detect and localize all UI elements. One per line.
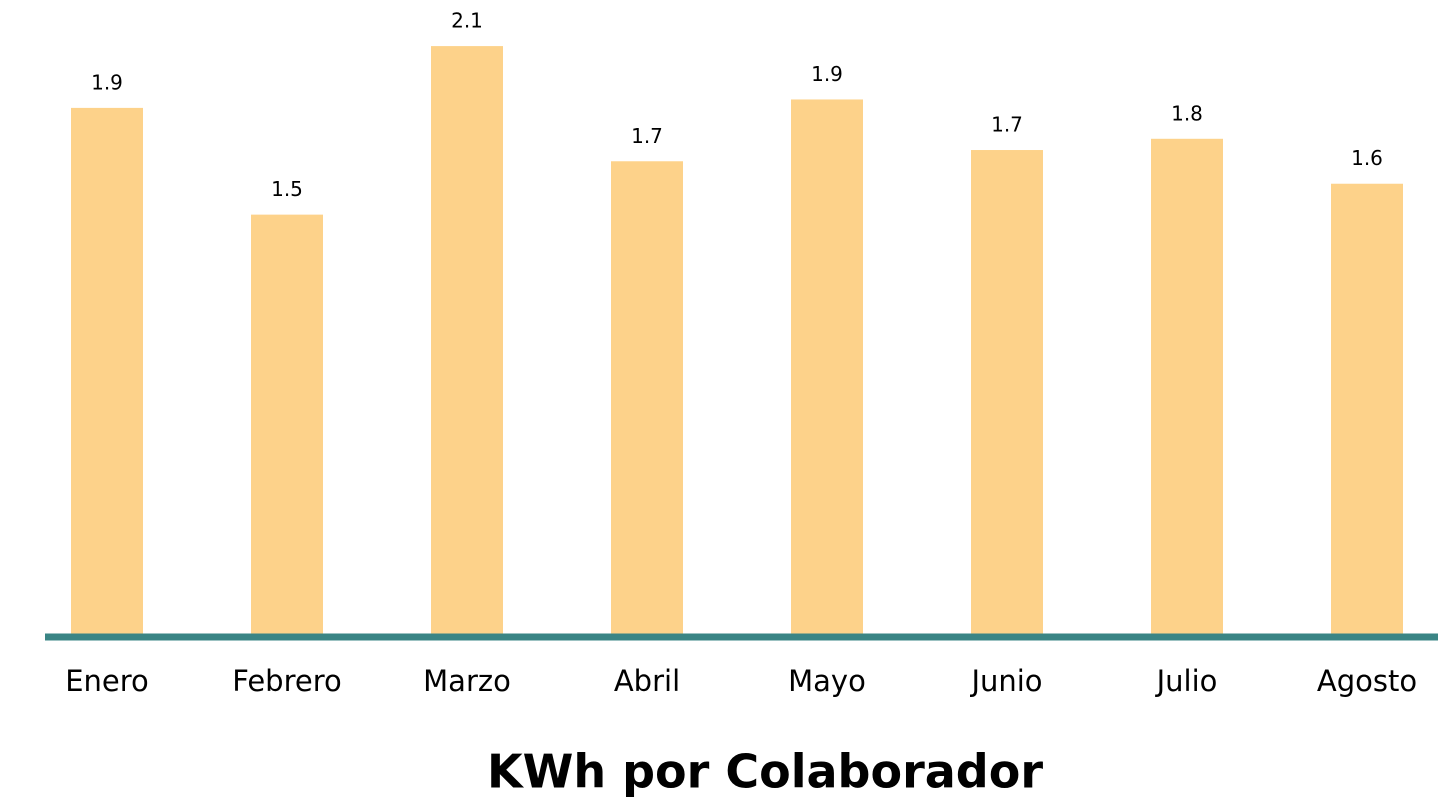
bar	[611, 161, 683, 636]
x-tick-label: Marzo	[423, 664, 511, 698]
data-label: 2.1	[451, 9, 483, 33]
bar	[791, 99, 863, 637]
bar	[971, 150, 1043, 636]
data-label: 1.9	[91, 70, 123, 94]
bar	[431, 46, 503, 637]
data-label: 1.7	[991, 113, 1023, 137]
data-label: 1.9	[811, 62, 843, 86]
x-tick-label: Julio	[1155, 664, 1218, 698]
bar	[71, 107, 143, 636]
x-tick-label: Mayo	[788, 664, 866, 698]
x-tick-label: Enero	[65, 664, 149, 698]
x-tick-label: Febrero	[232, 664, 342, 698]
x-tick-label: Agosto	[1317, 664, 1417, 698]
bar	[251, 214, 323, 637]
data-label: 1.5	[271, 177, 303, 201]
data-label: 1.8	[1171, 101, 1203, 125]
bar	[1151, 138, 1223, 637]
data-label: 1.7	[631, 124, 663, 148]
data-label: 1.6	[1351, 146, 1383, 170]
x-tick-label: Abril	[614, 664, 680, 698]
x-tick-label: Junio	[969, 664, 1042, 698]
chart-title: KWh por Colaborador	[487, 745, 1043, 799]
bar	[1331, 183, 1403, 636]
